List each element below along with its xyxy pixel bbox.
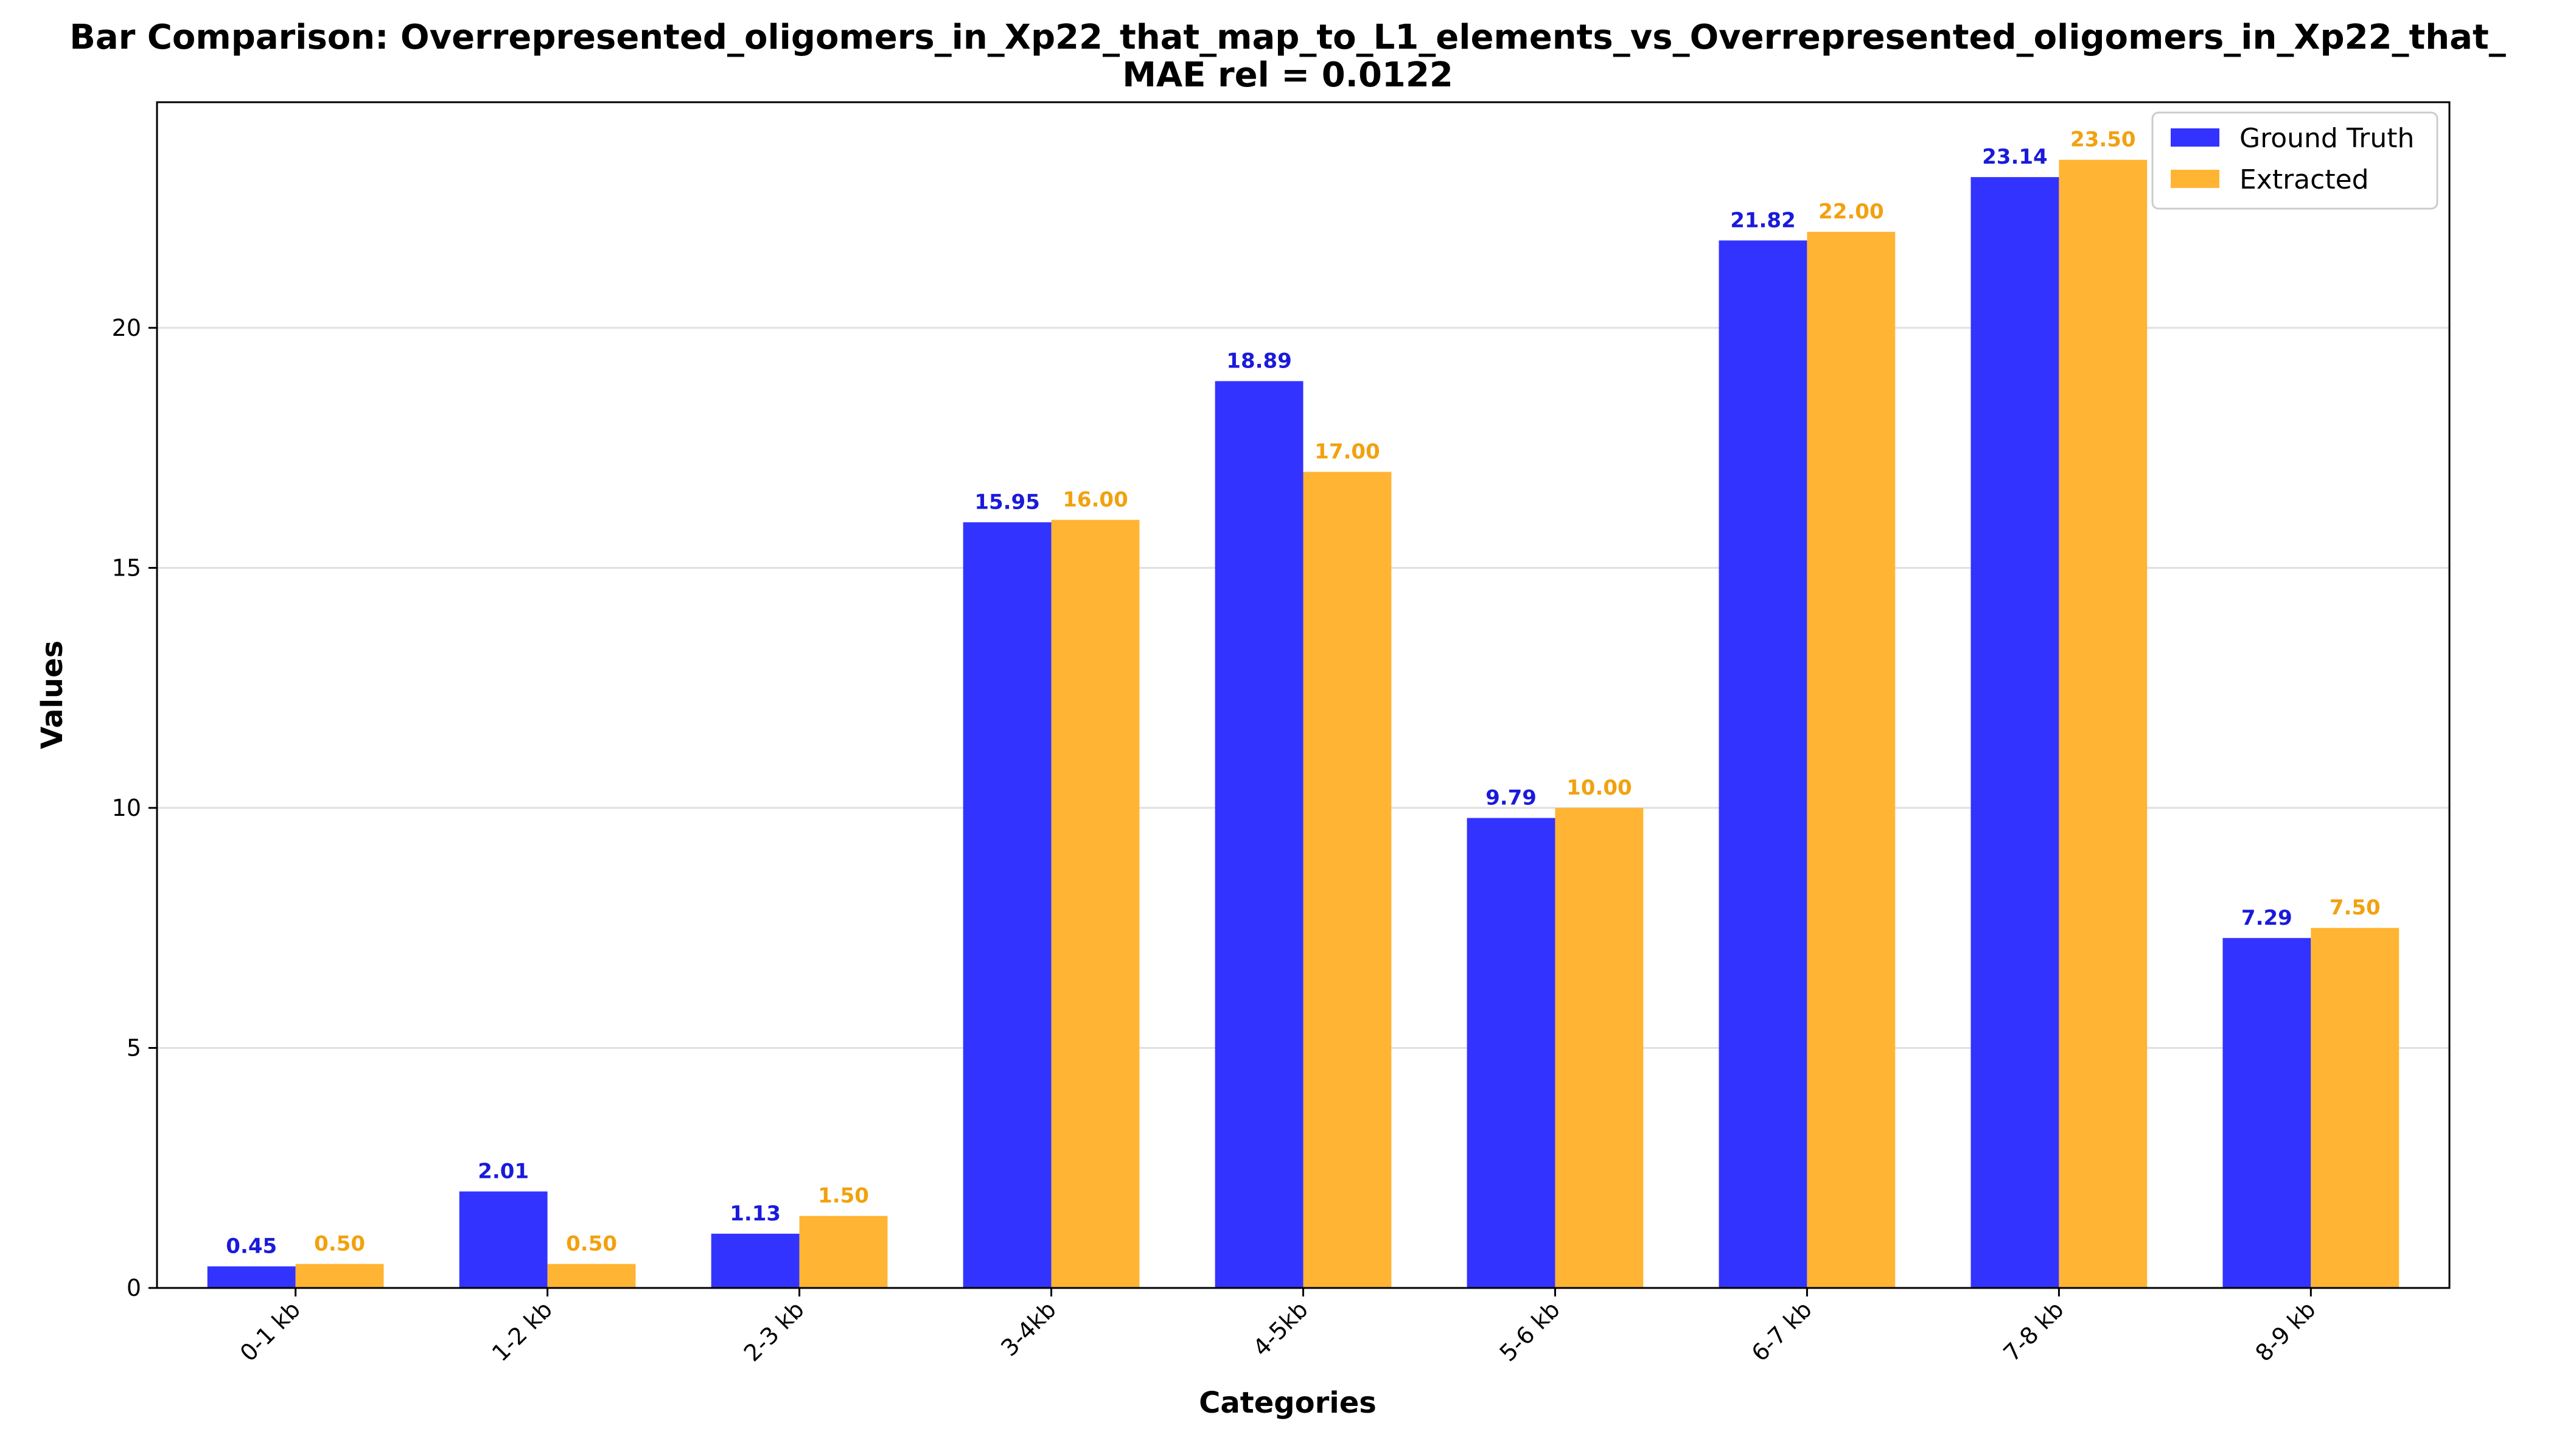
bar-value-label: 1.50 — [818, 1184, 869, 1208]
bar-ground-truth — [459, 1191, 548, 1288]
y-tick-label: 15 — [112, 554, 141, 581]
bar-value-label: 0.50 — [566, 1232, 617, 1256]
bar-extracted — [547, 1264, 636, 1288]
bar-value-label: 15.95 — [974, 490, 1040, 514]
bar-value-label: 7.50 — [2330, 896, 2381, 920]
bar-value-label: 18.89 — [1226, 349, 1292, 373]
bar-ground-truth — [1215, 381, 1304, 1288]
bar-value-label: 0.50 — [314, 1232, 365, 1256]
bar-extracted — [295, 1264, 384, 1288]
y-axis-label: Values — [35, 641, 69, 750]
bar-extracted — [1807, 232, 1896, 1288]
legend-label-ground-truth: Ground Truth — [2239, 123, 2414, 154]
chart-title: Bar Comparison: Overrepresented_oligomer… — [69, 18, 2505, 57]
bar-extracted — [2059, 159, 2148, 1289]
bar-value-label: 22.00 — [1818, 200, 1884, 224]
bar-value-label: 9.79 — [1485, 786, 1537, 810]
bar-ground-truth — [711, 1233, 800, 1288]
bar-ground-truth — [2222, 938, 2311, 1288]
y-tick-label: 20 — [112, 315, 141, 341]
bars-group — [207, 159, 2400, 1289]
bar-extracted — [1051, 520, 1140, 1288]
bar-ground-truth — [1719, 240, 1807, 1288]
x-axis-label: Categories — [1199, 1386, 1377, 1420]
y-tick-label: 0 — [127, 1275, 141, 1301]
bar-value-label: 10.00 — [1566, 776, 1632, 800]
bar-value-label: 21.82 — [1730, 208, 1796, 232]
y-tick-label: 5 — [127, 1034, 141, 1061]
legend-label-extracted: Extracted — [2239, 164, 2369, 195]
bar-value-label: 0.45 — [226, 1234, 277, 1258]
y-axis-ticks: 0 5 10 15 20 — [112, 315, 157, 1301]
legend-swatch-ground-truth — [2171, 128, 2219, 147]
bar-ground-truth — [963, 522, 1052, 1288]
bar-ground-truth — [207, 1266, 296, 1288]
bar-value-label: 23.14 — [1982, 145, 2048, 169]
bar-value-label: 23.50 — [2070, 128, 2136, 152]
bar-ground-truth — [1970, 177, 2059, 1288]
bar-extracted — [1303, 471, 1392, 1288]
legend-box — [2151, 111, 2438, 210]
bar-value-label: 17.00 — [1314, 440, 1380, 464]
legend: Ground Truth Extracted — [2151, 111, 2438, 210]
bar-value-label: 1.13 — [730, 1202, 781, 1226]
chart-subtitle: MAE rel = 0.0122 — [1122, 55, 1453, 95]
bar-value-label: 16.00 — [1063, 487, 1128, 512]
bar-extracted — [1555, 807, 1644, 1288]
bar-value-label: 2.01 — [478, 1159, 529, 1183]
bar-extracted — [799, 1216, 888, 1288]
y-tick-label: 10 — [112, 795, 141, 821]
bar-labels-group: 0.45 2.01 1.13 15.95 18.89 9.79 21.82 23.14 7.29… — [226, 128, 2380, 1259]
bar-extracted — [2311, 928, 2400, 1288]
bar-ground-truth — [1467, 818, 1555, 1288]
bar-value-label: 7.29 — [2241, 906, 2292, 930]
legend-swatch-extracted — [2171, 170, 2219, 188]
